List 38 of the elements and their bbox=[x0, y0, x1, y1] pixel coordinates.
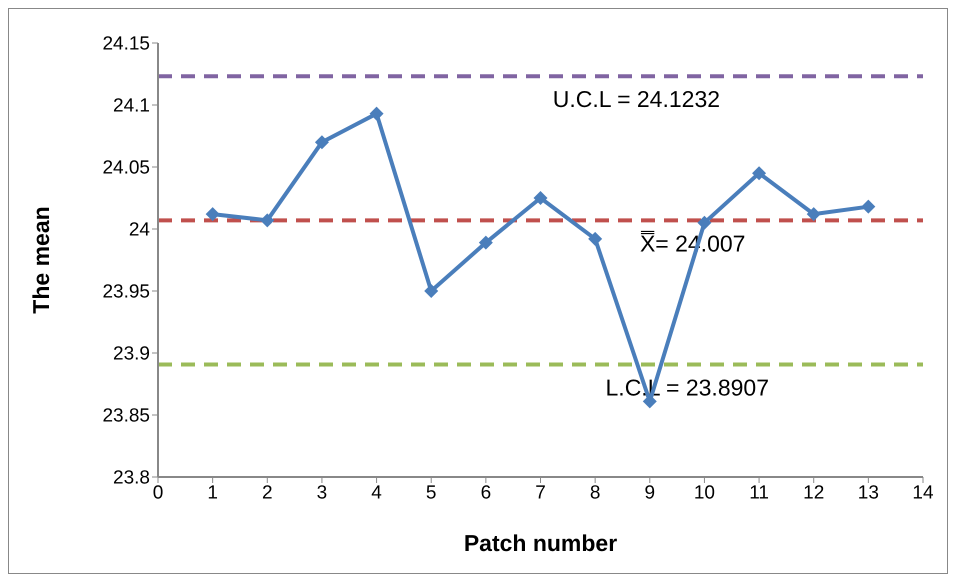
point bbox=[752, 166, 766, 180]
x-tick-label: 2 bbox=[262, 482, 273, 504]
x-tick-label: 5 bbox=[426, 482, 437, 504]
point bbox=[260, 213, 274, 228]
point bbox=[861, 200, 876, 214]
x-tick-label: 11 bbox=[749, 482, 769, 504]
x-tick-label: 14 bbox=[912, 482, 934, 504]
y-tick-label: 24.15 bbox=[102, 34, 150, 55]
x-tick-label: 12 bbox=[803, 482, 824, 504]
x-tick-label: 9 bbox=[644, 482, 656, 504]
x-tick-label: 1 bbox=[207, 482, 218, 504]
x-tick-label: 8 bbox=[590, 482, 600, 504]
x-tick-label: 7 bbox=[535, 482, 546, 504]
point bbox=[534, 191, 548, 205]
point bbox=[806, 207, 821, 222]
x-axis-title: Patch number bbox=[464, 530, 618, 556]
point bbox=[478, 236, 493, 250]
x-tick-label: 10 bbox=[694, 482, 715, 504]
y-tick-label: 23.8 bbox=[113, 468, 150, 489]
point bbox=[588, 232, 602, 246]
y-axis-title: The mean bbox=[28, 206, 54, 314]
y-tick-label: 24.05 bbox=[102, 158, 150, 179]
x-tick-label: 0 bbox=[152, 482, 164, 504]
ref-line-label: U.C.L = 24.1232 bbox=[552, 86, 720, 112]
y-tick-label: 24.1 bbox=[113, 96, 150, 117]
x-tick-label: 4 bbox=[371, 482, 382, 504]
y-tick-label: 23.9 bbox=[113, 344, 150, 365]
x-tick-label: 6 bbox=[480, 482, 492, 504]
point bbox=[206, 207, 220, 222]
y-tick-label: 23.85 bbox=[102, 406, 150, 427]
x-tick-label: 3 bbox=[316, 482, 328, 504]
y-tick-label: 24 bbox=[128, 220, 150, 241]
y-tick-label: 23.95 bbox=[102, 282, 150, 303]
point bbox=[370, 106, 384, 121]
point bbox=[314, 135, 329, 150]
point bbox=[697, 216, 712, 230]
point bbox=[424, 284, 438, 298]
x-tick-label: 13 bbox=[858, 482, 879, 504]
